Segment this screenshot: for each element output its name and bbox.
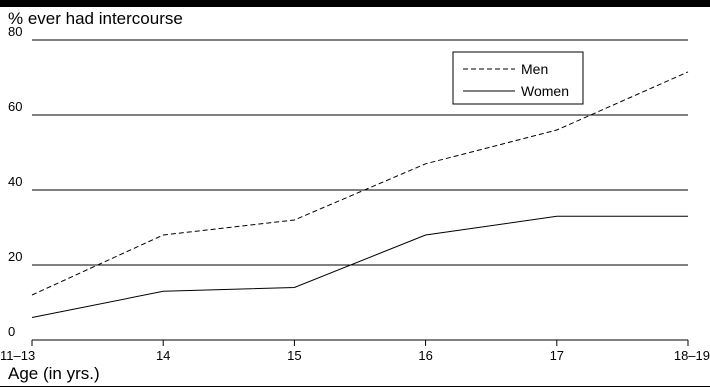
y-tick-label-60: 60 <box>8 99 22 114</box>
x-tick-label-2: 15 <box>287 348 301 363</box>
legend-box <box>452 51 584 105</box>
y-axis-title: % ever had intercourse <box>8 9 183 28</box>
series-line-men <box>31 71 689 296</box>
y-tick-label-40: 40 <box>8 174 22 189</box>
y-tick-label-20: 20 <box>8 249 22 264</box>
x-tick-label-3: 16 <box>418 348 432 363</box>
x-tick-label-5: 18–19 <box>674 348 710 363</box>
x-tick-label-4: 17 <box>550 348 564 363</box>
x-tick-label-0: 11–13 <box>0 348 35 363</box>
top-rule <box>0 0 710 7</box>
y-tick-label-80: 80 <box>8 24 22 39</box>
y-tick-label-0: 0 <box>8 324 15 339</box>
legend-label-men: Men <box>521 61 548 77</box>
bottom-rule <box>0 386 710 387</box>
legend-label-women: Women <box>521 83 569 99</box>
x-tick-label-1: 14 <box>156 348 170 363</box>
x-axis-title: Age (in yrs.) <box>8 364 100 383</box>
series-line-women <box>31 215 688 318</box>
